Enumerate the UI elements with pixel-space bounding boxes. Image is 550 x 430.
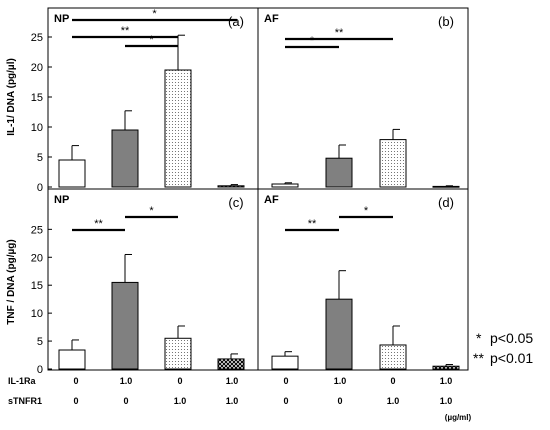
x-stnfr1-value: 1.0	[174, 396, 187, 406]
bar	[432, 365, 460, 370]
bar	[58, 159, 86, 188]
y-tick-label: 15	[31, 280, 43, 292]
x-il1ra-value: 0	[390, 376, 395, 386]
y-tick-label: 20	[31, 62, 43, 74]
legend-double-text: p<0.01	[490, 350, 533, 366]
significance-label: *	[149, 205, 154, 217]
y-tick-label: 25	[31, 224, 43, 236]
panel-d-letter: (d)	[438, 195, 454, 210]
significance-label: *	[149, 34, 154, 46]
panel-b-letter: (b)	[438, 14, 454, 29]
significance-label: *	[152, 8, 157, 20]
panel-b-frame	[257, 7, 469, 190]
x-il1ra-value: 1.0	[334, 376, 347, 386]
significance-label: **	[121, 25, 130, 37]
significance-label: *	[310, 35, 315, 47]
x-stnfr1-value: 1.0	[226, 396, 239, 406]
x-stnfr1-value: 1.0	[387, 396, 400, 406]
significance-label: **	[308, 218, 317, 230]
y-tick-label: 25	[31, 32, 43, 44]
legend-single-text: p<0.05	[490, 330, 533, 346]
x-il1ra-value: 1.0	[440, 376, 453, 386]
y-tick-label: 5	[37, 336, 43, 348]
bar	[111, 129, 139, 188]
x-il1ra-value: 0	[283, 376, 288, 386]
x-stnfr1-value: 0	[73, 396, 78, 406]
bar	[325, 298, 353, 370]
y-tick-label: 0	[37, 182, 43, 194]
panel-c-letter: (c)	[228, 195, 243, 210]
x-stnfr1-value: 0	[283, 396, 288, 406]
panel-a-group-label: NP	[54, 13, 69, 25]
bar	[271, 355, 299, 370]
bar	[164, 69, 192, 188]
y-tick-label: 0	[37, 364, 43, 376]
y-axis-title-top: IL-1/ DNA (pg/µl)	[6, 58, 17, 136]
x-unit-label: (µg/ml)	[445, 413, 472, 422]
x-il1ra-value: 0	[73, 376, 78, 386]
x-stnfr1-value: 0	[337, 396, 342, 406]
bar	[217, 185, 245, 188]
bar	[432, 185, 460, 188]
y-tick-label: 10	[31, 308, 43, 320]
bar	[325, 157, 353, 188]
panel-b-group-label: AF	[264, 13, 279, 25]
x-stnfr1-value: 1.0	[440, 396, 453, 406]
significance-label: *	[364, 205, 369, 217]
x-il1ra-value: 1.0	[120, 376, 133, 386]
x-row2-label: sTNFR1	[8, 396, 42, 406]
bar	[379, 139, 407, 188]
y-tick-label: 15	[31, 92, 43, 104]
bar	[58, 349, 86, 370]
panel-c-group-label: NP	[54, 194, 69, 206]
bar	[164, 337, 192, 370]
bar	[379, 344, 407, 370]
y-tick-label: 5	[37, 152, 43, 164]
legend-single-star: *	[476, 330, 482, 346]
x-stnfr1-value: 0	[123, 396, 128, 406]
y-axis-title-bottom: TNF / DNA (pg/µg)	[6, 239, 17, 324]
bar	[271, 183, 299, 188]
x-il1ra-value: 1.0	[226, 376, 239, 386]
panel-d-group-label: AF	[264, 194, 279, 206]
panel-d-frame	[257, 188, 469, 371]
panel-a-letter: (a)	[228, 14, 244, 29]
y-tick-label: 20	[31, 252, 43, 264]
x-row1-label: IL-1Ra	[8, 376, 37, 386]
bar	[217, 358, 245, 370]
significance-label: **	[335, 27, 344, 39]
x-il1ra-value: 0	[177, 376, 182, 386]
legend-double-star: **	[473, 350, 484, 366]
significance-label: **	[94, 218, 103, 230]
y-tick-label: 10	[31, 122, 43, 134]
bar	[111, 281, 139, 370]
